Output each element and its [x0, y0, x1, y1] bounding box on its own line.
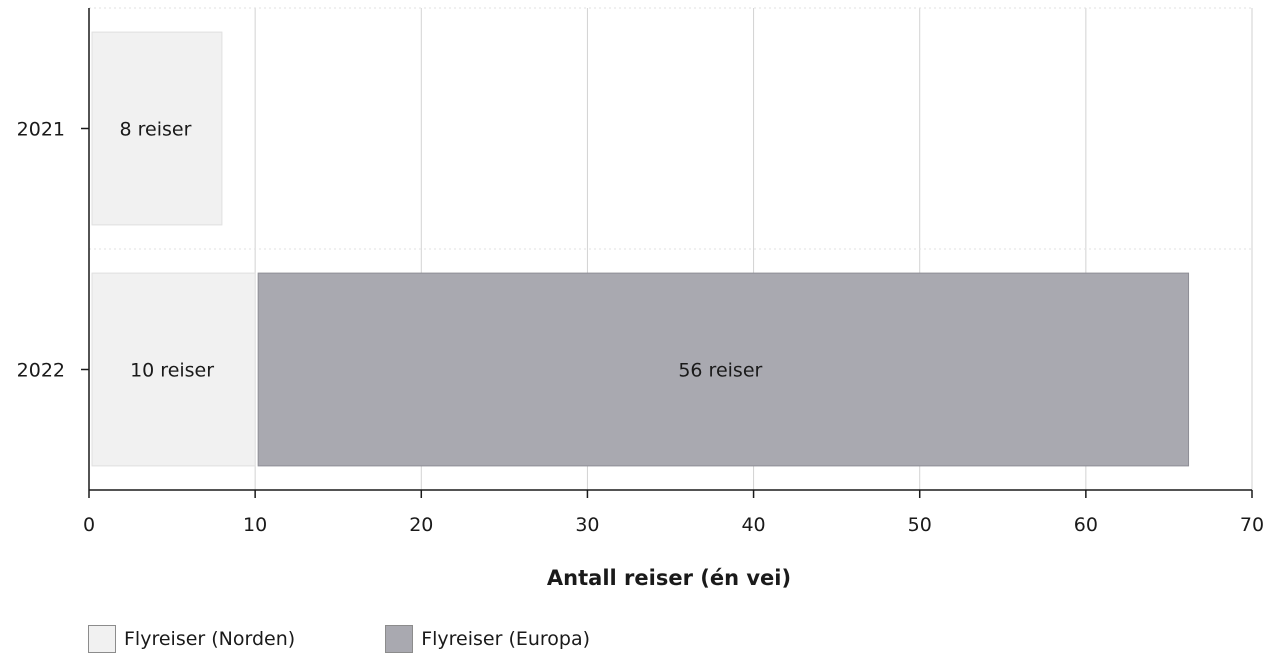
- legend-swatch-norden: [88, 625, 116, 653]
- axes: 0 10 20 30 40 50 60 70 2021 2022: [17, 8, 1264, 536]
- stacked-bar-chart: 8 reiser 10 reiser 56 reiser 0 10 20 30 40 50 60…: [17, 7, 1264, 590]
- x-axis-title: Antall reiser (én vei): [547, 566, 791, 590]
- legend-item-europa: Flyreiser (Europa): [385, 625, 590, 653]
- x-tick-label-30: 30: [575, 514, 599, 536]
- bar-2022-1: [257, 272, 1190, 467]
- x-tick-label-10: 10: [243, 514, 267, 536]
- x-tick-label-40: 40: [741, 514, 765, 536]
- data-label-2021-0: 8 reiser: [120, 119, 192, 141]
- x-tick-label-50: 50: [908, 514, 932, 536]
- bar-2021-0: [91, 31, 223, 226]
- gridlines: [89, 7, 1253, 490]
- x-tick-label-20: 20: [409, 514, 433, 536]
- data-label-2022-0: 10 reiser: [130, 360, 214, 382]
- y-tick-label-2022: 2022: [17, 360, 65, 382]
- bars: 8 reiser 10 reiser 56 reiser: [91, 31, 1190, 467]
- legend-label-europa: Flyreiser (Europa): [421, 628, 591, 650]
- legend-item-norden: Flyreiser (Norden): [88, 625, 295, 653]
- x-tick-label-70: 70: [1240, 514, 1264, 536]
- legend-swatch-europa: [385, 625, 414, 653]
- y-tick-label-2021: 2021: [17, 119, 65, 141]
- legend-label-norden: Flyreiser (Norden): [124, 628, 296, 650]
- bar-2022-0: [91, 272, 256, 467]
- x-tick-label-60: 60: [1074, 514, 1098, 536]
- x-tick-label-0: 0: [83, 514, 95, 536]
- data-label-2022-1: 56 reiser: [678, 360, 762, 382]
- legend: Flyreiser (Norden) Flyreiser (Europa): [88, 623, 680, 655]
